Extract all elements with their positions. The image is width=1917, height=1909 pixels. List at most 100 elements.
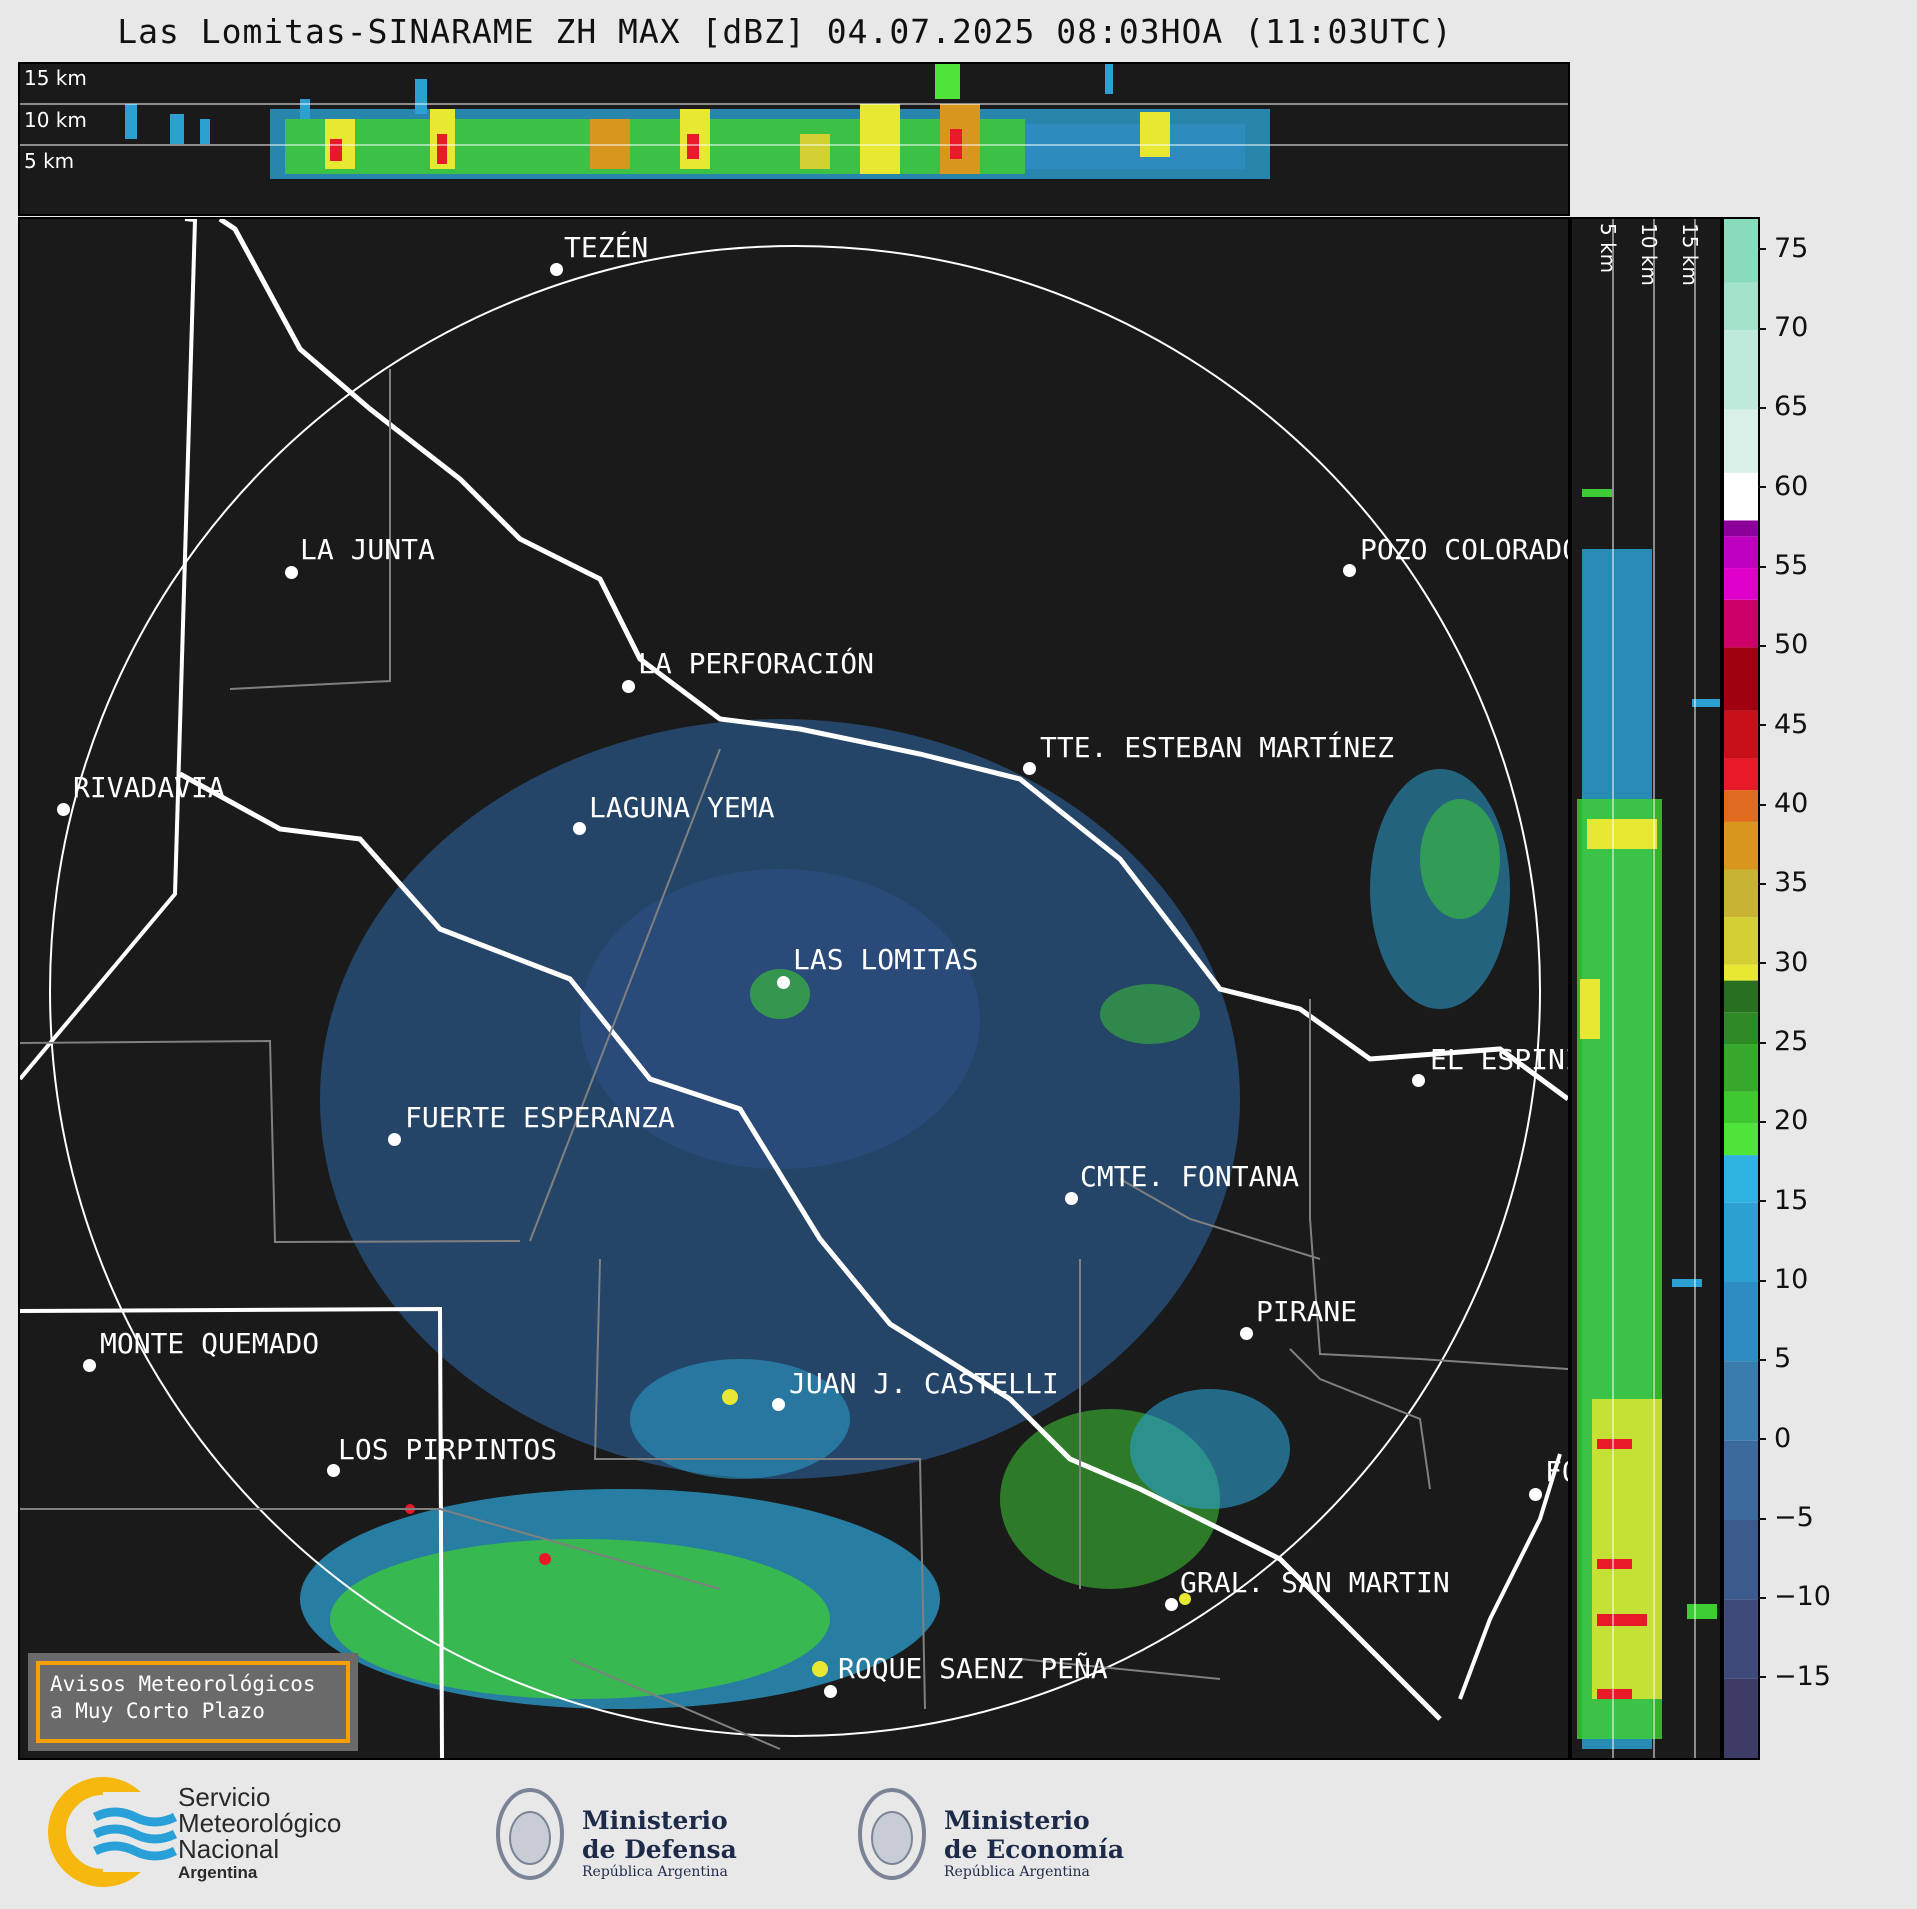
city-dot-fo [1529, 1488, 1542, 1501]
colorbar-swatches [1724, 219, 1758, 1758]
colorbar-swatch [1724, 869, 1758, 918]
warnings-line-1: Avisos Meteorológicos [50, 1672, 316, 1696]
colorbar-tick-12: 15 [1757, 1185, 1808, 1216]
colorbar-tick-0: 75 [1757, 233, 1808, 264]
colorbar-tick-16: −5 [1758, 1502, 1814, 1533]
city-label-las-lomitas: LAS LOMITAS [793, 943, 979, 976]
colorbar-swatch [1724, 520, 1758, 537]
colorbar-swatch [1724, 790, 1758, 822]
colorbar-tick-8: 35 [1757, 867, 1808, 898]
colorbar-swatch [1724, 599, 1758, 648]
side-label-15km: 15 km [1678, 223, 1702, 286]
colorbar-swatch [1724, 409, 1758, 473]
city-label-tezen: TEZÉN [564, 231, 649, 264]
radar-map-plot [20, 219, 1568, 1758]
city-dot-rivadavia [57, 803, 70, 816]
colorbar-tick-1: 70 [1757, 312, 1808, 343]
city-label-gral-san-martin: GRAL. SAN MARTIN [1180, 1566, 1450, 1599]
smn-line-1: Servicio [178, 1782, 271, 1812]
map-title: Las Lomitas-SINARAME ZH MAX [dBZ] 04.07.… [117, 12, 1453, 51]
colorbar-swatch [1724, 1440, 1758, 1521]
economia-line-1: Ministerio [944, 1806, 1090, 1835]
colorbar-swatch [1724, 1012, 1758, 1045]
colorbar-swatch [1724, 568, 1758, 600]
colorbar-swatch [1724, 710, 1758, 759]
city-label-tte-esteban-martinez: TTE. ESTEBAN MARTÍNEZ [1040, 731, 1395, 764]
colorbar-swatch [1724, 1202, 1758, 1283]
colorbar-tick-15: 0 [1757, 1423, 1791, 1454]
footer-logos: Servicio Meteorológico Nacional Argentin… [0, 1762, 1917, 1909]
side-label-10km: 10 km [1637, 223, 1661, 286]
colorbar-swatch [1724, 472, 1758, 521]
colorbar-tick-10: 25 [1757, 1026, 1808, 1057]
colorbar-swatch [1724, 1678, 1758, 1758]
city-dot-laguna-yema [573, 822, 586, 835]
defensa-line-1: Ministerio [582, 1806, 728, 1835]
city-label-pozo-colorado: POZO COLORADO [1360, 533, 1570, 566]
smn-line-2: Meteorológico [178, 1808, 342, 1838]
economia-line-2: de Economía [944, 1835, 1125, 1864]
colorbar-tick-7: 40 [1757, 788, 1808, 819]
colorbar-swatch [1724, 219, 1758, 283]
city-label-el-espinillo: EL ESPINILLO [1430, 1043, 1568, 1076]
city-label-la-perforacion: LA PERFORACIÓN [638, 647, 875, 680]
colorbar-tick-14: 5 [1757, 1343, 1791, 1374]
colorbar-tick-18: −15 [1758, 1661, 1831, 1692]
city-dot-las-lomitas [777, 976, 790, 989]
top-label-10km: 10 km [24, 108, 87, 132]
city-label-los-pirpintos: LOS PIRPINTOS [338, 1433, 558, 1466]
colorbar-swatch [1724, 647, 1758, 711]
colorbar-swatch [1724, 1361, 1758, 1441]
smn-line-4: Argentina [178, 1863, 258, 1882]
city-label-juan-j-castelli: JUAN J. CASTELLI [789, 1367, 1059, 1400]
economia-line-3: República Argentina [944, 1864, 1090, 1880]
city-label-cmte-fontana: CMTE. FONTANA [1080, 1160, 1300, 1193]
colorbar-tick-2: 65 [1757, 391, 1808, 422]
city-dot-pozo-colorado [1343, 564, 1356, 577]
footer-logo-graphics [48, 1777, 926, 1887]
colorbar-tick-4: 55 [1757, 550, 1808, 581]
colorbar-swatch [1724, 964, 1758, 981]
colorbar-swatch [1724, 282, 1758, 331]
city-label-fo: FO [1545, 1455, 1568, 1488]
colorbar-tick-5: 50 [1757, 629, 1808, 660]
smn-line-3: Nacional [178, 1834, 280, 1864]
city-dot-gral-san-martin [1165, 1598, 1178, 1611]
colorbar-tick-17: −10 [1758, 1581, 1831, 1612]
top-cross-section-plot [20, 64, 1568, 179]
colorbar-swatch [1724, 330, 1758, 410]
top-label-5km: 5 km [24, 149, 75, 173]
city-dot-la-junta [285, 566, 298, 579]
city-label-fuerte-esperanza: FUERTE ESPERANZA [405, 1101, 675, 1134]
top-cross-section-panel: 15 km 10 km 5 km [18, 62, 1570, 216]
colorbar-swatch [1724, 1520, 1758, 1600]
colorbar-swatch [1724, 821, 1758, 870]
city-dot-cmte-fontana [1065, 1192, 1078, 1205]
side-label-5km: 5 km [1596, 223, 1620, 274]
city-label-la-junta: LA JUNTA [300, 533, 435, 566]
colorbar-swatch [1724, 1091, 1758, 1124]
city-label-rivadavia: RIVADAVIA [73, 771, 225, 804]
warnings-line-2: a Muy Corto Plazo [50, 1699, 265, 1723]
dbz-colorbar [1722, 217, 1760, 1760]
city-dot-tezen [550, 263, 563, 276]
city-dot-fuerte-esperanza [388, 1133, 401, 1146]
colorbar-tick-3: 60 [1757, 471, 1808, 502]
city-label-pirane: PIRANE [1256, 1295, 1358, 1328]
city-dot-monte-quemado [83, 1359, 96, 1372]
radar-map-panel[interactable]: TEZÉN LA JUNTA POZO COLORADO LA PERFORAC… [18, 217, 1570, 1760]
city-label-laguna-yema: LAGUNA YEMA [589, 791, 775, 824]
colorbar-swatch [1724, 1282, 1758, 1362]
city-dot-pirane [1240, 1327, 1253, 1340]
city-dot-roque-saenz-pena [824, 1685, 837, 1698]
colorbar-swatch [1724, 536, 1758, 569]
colorbar-swatch [1724, 1044, 1758, 1092]
colorbar-swatch [1724, 980, 1758, 1013]
colorbar-swatch [1724, 758, 1758, 791]
colorbar-swatch [1724, 1155, 1758, 1203]
colorbar-tick-6: 45 [1757, 709, 1808, 740]
warnings-link-box[interactable]: Avisos Meteorológicos a Muy Corto Plazo [28, 1653, 358, 1751]
city-dot-la-perforacion [622, 680, 635, 693]
colorbar-swatch [1724, 1123, 1758, 1156]
top-label-15km: 15 km [24, 66, 87, 90]
